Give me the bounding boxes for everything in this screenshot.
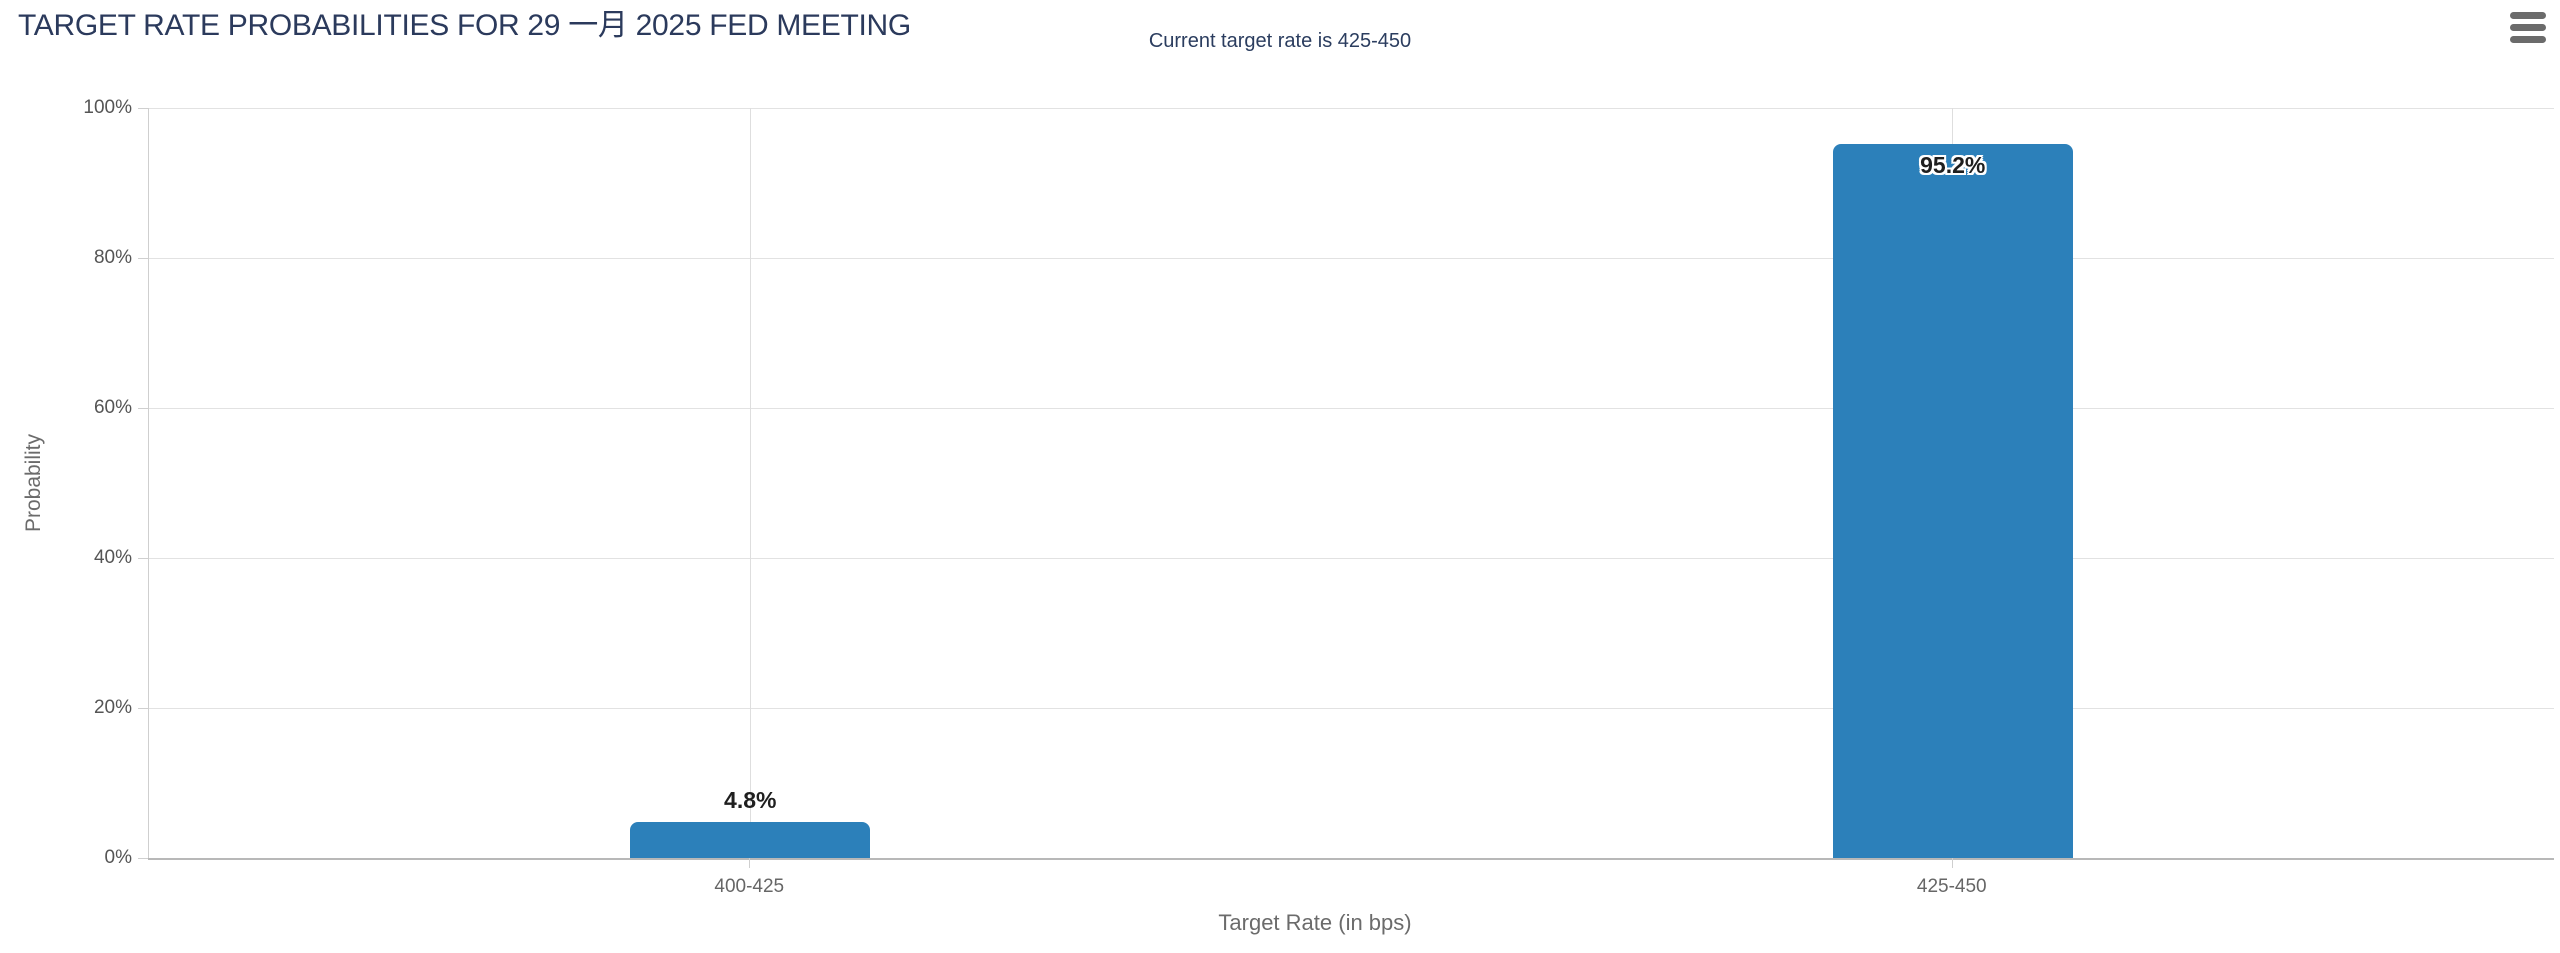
gridline-horizontal xyxy=(149,107,2554,109)
chart-subtitle: Current target rate is 425-450 xyxy=(1148,30,1412,52)
y-tick-label: 80% xyxy=(93,247,132,268)
gridline-horizontal xyxy=(149,257,2554,259)
bar-400-425[interactable] xyxy=(630,822,871,858)
x-axis-line xyxy=(148,858,2554,860)
y-tick-label: 60% xyxy=(93,397,132,418)
provider-watermark: Q xyxy=(2539,214,2560,384)
y-tick-label: 100% xyxy=(83,97,132,118)
gridline-horizontal xyxy=(149,557,2554,559)
x-tick-mark xyxy=(749,858,751,868)
y-axis-title: Probability xyxy=(22,433,45,533)
y-tick-mark xyxy=(138,108,148,109)
hamburger-menu-icon xyxy=(2510,35,2546,43)
y-tick-label: 40% xyxy=(93,547,132,568)
bar-value-label: 4.8% xyxy=(724,787,777,813)
gridline-horizontal xyxy=(149,707,2554,709)
x-tick-mark xyxy=(1951,858,1953,868)
hamburger-menu-icon xyxy=(2510,11,2546,19)
chart-title: TARGET RATE PROBABILITIES FOR 29 一月 2025… xyxy=(18,9,911,42)
bar-425-450[interactable] xyxy=(1832,144,2073,858)
y-tick-label: 0% xyxy=(104,847,132,868)
speed-dashes-icon xyxy=(2539,214,2560,384)
chart-context-menu-button[interactable] xyxy=(2508,8,2548,46)
y-tick-label: 20% xyxy=(93,697,132,718)
y-tick-mark xyxy=(138,708,148,709)
plot-area: Q 4.8%95.2% xyxy=(148,107,2554,860)
gridline-vertical xyxy=(749,108,751,858)
x-axis-title: Target Rate (in bps) xyxy=(1218,910,1412,935)
x-tick-label: 400-425 xyxy=(714,876,785,897)
hamburger-menu-icon xyxy=(2510,23,2546,31)
y-tick-mark xyxy=(138,558,148,559)
y-tick-mark xyxy=(138,408,148,409)
y-tick-mark xyxy=(138,258,148,259)
x-tick-label: 425-450 xyxy=(1916,876,1987,897)
y-tick-mark xyxy=(138,858,148,859)
bar-value-label: 95.2% xyxy=(1920,152,1986,178)
gridline-horizontal xyxy=(149,407,2554,409)
